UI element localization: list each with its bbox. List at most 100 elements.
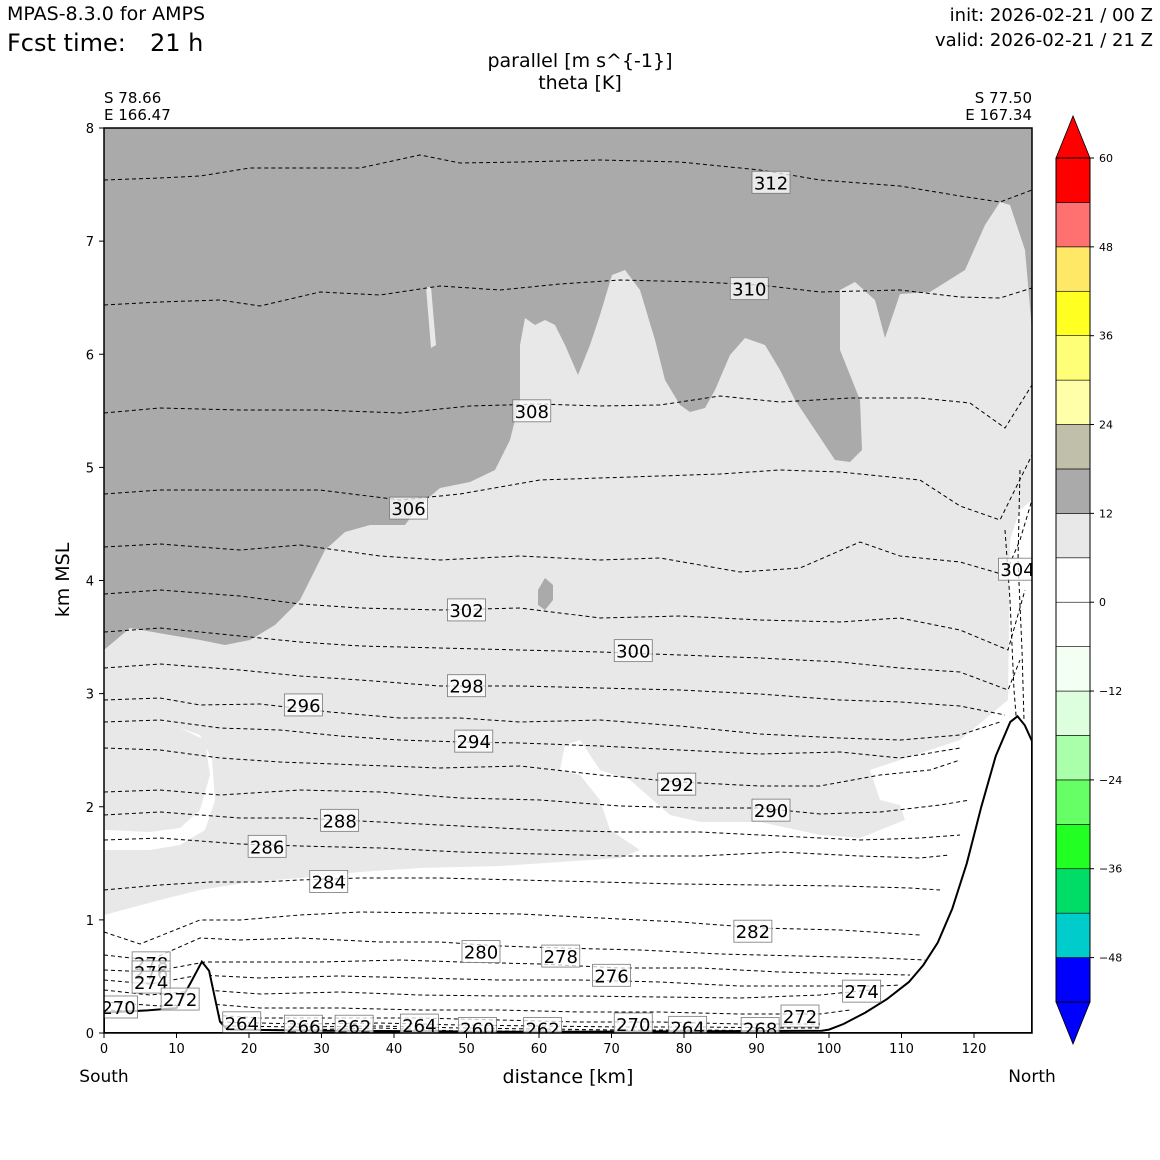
contour-label-box bbox=[751, 170, 791, 194]
theta-line-298 bbox=[104, 663, 1006, 716]
theta-line-266 bbox=[224, 1025, 781, 1032]
theta-contour-label: 294 bbox=[454, 729, 494, 753]
contour-label-box bbox=[334, 1014, 374, 1033]
contour-label-box bbox=[389, 496, 428, 520]
theta-contour-label: 278 bbox=[541, 944, 581, 968]
contour-label-box bbox=[399, 1013, 439, 1033]
theta-contour-label: 270 bbox=[613, 1012, 653, 1033]
right-end-lat: S 77.50 bbox=[975, 89, 1032, 107]
x-tick-label: 90 bbox=[748, 1042, 765, 1057]
contour-label-box bbox=[613, 1012, 653, 1033]
contour-label-text: 262 bbox=[337, 1017, 371, 1038]
model-title: MPAS-8.3.0 for AMPS bbox=[7, 3, 206, 25]
contour-label-box bbox=[160, 987, 200, 1011]
theta-contour-label: 312 bbox=[751, 170, 791, 194]
theta-contour-label: 282 bbox=[733, 919, 773, 943]
contour-label-box bbox=[283, 1014, 323, 1033]
colorbar-swatch bbox=[1055, 290, 1091, 336]
y-tick-label: 2 bbox=[86, 801, 94, 816]
colorbar-swatch bbox=[1055, 779, 1091, 825]
y-tick-label: 1 bbox=[86, 914, 94, 929]
theta-line-300 bbox=[104, 627, 1021, 691]
colorbar-tick-label: 24 bbox=[1099, 419, 1113, 432]
contour-label-box bbox=[733, 919, 773, 943]
colorbar-swatch bbox=[1055, 601, 1091, 647]
colorbar-tick-label: 36 bbox=[1099, 330, 1113, 343]
init-time: init: 2026-02-21 / 00 Z bbox=[949, 5, 1153, 26]
x-tick-label: 0 bbox=[100, 1042, 108, 1057]
theta-contour-label: 264 bbox=[399, 1013, 439, 1037]
contour-label-box bbox=[541, 944, 581, 968]
x-tick-label: 60 bbox=[531, 1042, 548, 1057]
colorbar-tick-label: −48 bbox=[1099, 952, 1122, 965]
theta-contour-label: 280 bbox=[461, 940, 501, 964]
contour-label-box bbox=[657, 772, 697, 796]
contour-label-text: 274 bbox=[134, 973, 168, 994]
contour-label-box bbox=[131, 970, 171, 994]
north-label: North bbox=[1008, 1067, 1056, 1087]
chart-title: parallel [m s^{-1}] bbox=[487, 50, 672, 72]
contour-label-box bbox=[283, 693, 323, 717]
forecast-time-label: Fcst time: bbox=[7, 29, 126, 57]
colorbar-swatch bbox=[1055, 912, 1091, 958]
theta-contour-label: 290 bbox=[751, 798, 791, 822]
contour-label-text: 306 bbox=[391, 499, 425, 520]
shade-dark-blob bbox=[538, 578, 553, 610]
contour-label-text: 264 bbox=[402, 1016, 436, 1037]
contour-label-box bbox=[457, 1017, 497, 1033]
contour-label-box bbox=[592, 963, 631, 987]
colorbar-tick-label: 0 bbox=[1099, 596, 1106, 609]
colorbar-swatch bbox=[1055, 735, 1091, 781]
theta-line-302 bbox=[104, 589, 1026, 651]
y-axis: 0 1 2 3 4 5 6 7 8 bbox=[86, 122, 104, 1042]
colorbar-swatch bbox=[1055, 379, 1091, 425]
theta-contour-label: 276 bbox=[592, 963, 631, 987]
contour-label-text: 278 bbox=[544, 947, 578, 968]
colorbar-swatch bbox=[1055, 824, 1091, 870]
contour-label-text: 264 bbox=[670, 1018, 704, 1039]
x-tick-label: 100 bbox=[817, 1042, 842, 1057]
theta-contour-label: 304 bbox=[998, 557, 1032, 581]
x-axis-label: distance [km] bbox=[503, 1066, 634, 1088]
theta-line-310 bbox=[104, 279, 1032, 307]
contour-label-box bbox=[512, 399, 552, 423]
right-end-lon: E 167.34 bbox=[965, 106, 1032, 124]
contour-label-text: 274 bbox=[844, 982, 878, 1003]
colorbar-extend-under bbox=[1055, 1001, 1091, 1046]
shade-dark-grey bbox=[104, 128, 1032, 650]
theta-contour-label: 266 bbox=[283, 1014, 323, 1033]
theta-line-286 bbox=[104, 837, 951, 859]
contour-label-text: 294 bbox=[457, 732, 491, 753]
contour-label-text: 308 bbox=[515, 402, 549, 423]
contour-label-text: 272 bbox=[163, 990, 197, 1011]
contour-label-text: 282 bbox=[736, 922, 770, 943]
contour-label-box bbox=[740, 1017, 780, 1033]
theta-contour-label: 260 bbox=[457, 1017, 497, 1033]
contour-label-box bbox=[222, 1011, 262, 1033]
y-tick-label: 0 bbox=[86, 1027, 94, 1042]
x-tick-label: 80 bbox=[676, 1042, 693, 1057]
contour-label-text: 300 bbox=[616, 642, 650, 663]
theta-contour-label: 268 bbox=[740, 1017, 780, 1033]
theta-contour-label: 262 bbox=[334, 1014, 374, 1038]
colorbar-tick-label: −36 bbox=[1099, 863, 1122, 876]
contour-label-text: 264 bbox=[225, 1014, 259, 1035]
x-tick-label: 110 bbox=[889, 1042, 914, 1057]
chart-subtitle: theta [K] bbox=[538, 72, 622, 94]
contour-label-box bbox=[523, 1017, 563, 1033]
y-tick-label: 3 bbox=[86, 688, 94, 703]
colorbar-swatch bbox=[1055, 468, 1091, 514]
theta-contour-label: 284 bbox=[309, 870, 349, 893]
colorbar-swatch bbox=[1055, 335, 1091, 381]
contour-label-box bbox=[447, 674, 486, 698]
contour-label-box bbox=[320, 808, 360, 832]
contour-label-text: 310 bbox=[732, 280, 766, 301]
x-tick-label: 30 bbox=[313, 1042, 330, 1057]
colorbar-tick-label: −24 bbox=[1099, 774, 1122, 787]
contour-label-box bbox=[247, 834, 287, 858]
colorbar-swatch bbox=[1055, 424, 1091, 470]
theta-contour-label: 308 bbox=[512, 399, 552, 423]
contour-label-text: 284 bbox=[312, 872, 346, 893]
contour-label-text: 286 bbox=[250, 837, 284, 858]
